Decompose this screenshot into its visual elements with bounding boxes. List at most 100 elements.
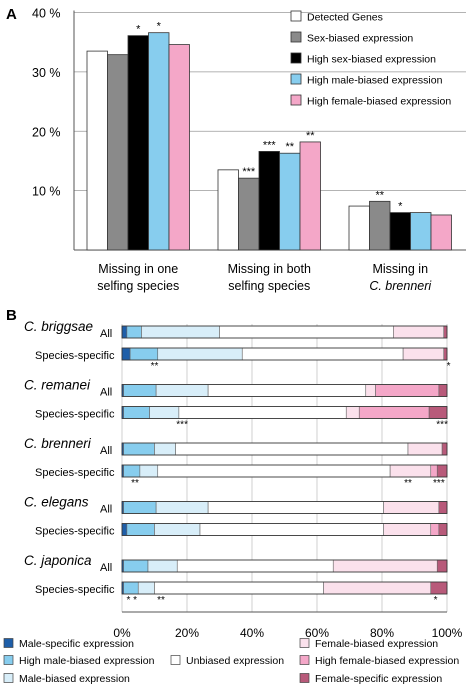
species-label: C. briggsae — [24, 319, 93, 334]
species-label: C. elegans — [24, 495, 89, 510]
bar-segment — [207, 501, 384, 514]
bar-segment — [430, 464, 438, 478]
bar — [430, 214, 452, 251]
panel-a-label: A — [6, 6, 17, 23]
significance-label: * — [398, 201, 403, 213]
legend-label: Unbiased expression — [186, 655, 284, 667]
legend-swatch — [290, 73, 302, 85]
legend-swatch — [3, 655, 14, 665]
category-label: selfing species — [97, 279, 179, 293]
bar-outline — [121, 384, 448, 397]
bar-segment — [383, 523, 432, 536]
bar-segment — [123, 501, 157, 514]
legend-label: High male-biased expression — [307, 75, 443, 87]
bar-segment — [402, 347, 445, 361]
y-tick-label: 10 % — [32, 185, 61, 199]
bar-outline — [121, 464, 448, 478]
bar-segment — [178, 406, 347, 419]
row-label: Species-specific — [35, 467, 115, 479]
species-label: C. japonica — [24, 553, 92, 568]
bar — [217, 169, 239, 251]
y-tick-label: 20 % — [32, 125, 61, 139]
bar-segment — [154, 581, 324, 595]
bar-segment — [241, 347, 404, 361]
legend-swatch — [290, 10, 302, 22]
bar-segment — [199, 523, 384, 536]
bar-segment — [332, 559, 438, 573]
bar-segment — [126, 325, 142, 339]
bar-segment — [121, 347, 131, 361]
significance-label: ** — [285, 141, 294, 153]
bar-segment — [155, 384, 209, 397]
bar-segment — [147, 559, 178, 573]
panel-b-label: B — [6, 307, 17, 324]
significance-label: * — [136, 24, 141, 36]
bar — [369, 200, 391, 251]
x-tick-label: 100% — [432, 626, 463, 640]
legend-label: High female-biased expression — [307, 96, 451, 108]
legend-label: Male-biased expression — [19, 673, 130, 685]
bar-segment — [428, 406, 448, 419]
bar-segment — [123, 464, 141, 478]
legend-swatch — [3, 673, 14, 683]
bar-segment — [139, 464, 159, 478]
row-label: All — [100, 504, 112, 516]
legend-label: Sex-biased expression — [307, 33, 413, 45]
bar-segment — [123, 581, 139, 595]
bar-segment — [407, 442, 443, 456]
bar-segment — [345, 406, 360, 419]
legend-swatch — [290, 31, 302, 43]
bar-segment — [375, 384, 440, 397]
row-label: Species-specific — [35, 584, 115, 596]
bar — [389, 212, 411, 251]
bar-segment — [123, 559, 149, 573]
bar-segment — [430, 523, 440, 536]
bar-segment — [126, 523, 155, 536]
bar-segment — [443, 347, 448, 361]
species-label: C. remanei — [24, 378, 91, 393]
bar — [148, 32, 170, 251]
bar — [107, 54, 129, 251]
legend-swatch — [170, 655, 181, 665]
bar-outline — [121, 442, 448, 456]
y-tick-label: 40 % — [32, 7, 61, 21]
legend-label: Male-specific expression — [19, 638, 134, 650]
significance-label: ** — [306, 130, 315, 142]
significance-label: ** — [404, 478, 412, 489]
bar — [279, 152, 301, 251]
bar-outline — [121, 523, 448, 536]
legend-swatch — [290, 52, 302, 64]
legend-swatch — [299, 655, 310, 665]
legend-label: High male-biased expression — [19, 655, 155, 667]
panel-b: B 0% 20% 40% 60% 80% 100% C. briggsae All Species… — [3, 307, 463, 685]
bar-segment — [157, 464, 391, 478]
bar-outline — [121, 325, 448, 339]
bar-outline — [121, 559, 448, 573]
x-tick-label: 40% — [240, 626, 264, 640]
bar-segment — [123, 442, 155, 456]
category-label: selfing species — [228, 279, 310, 293]
significance-label: *** — [263, 139, 277, 151]
bar-segment — [154, 442, 176, 456]
row-label: All — [100, 445, 112, 457]
bar-segment — [436, 559, 448, 573]
significance-label: *** — [176, 420, 188, 431]
legend-swatch — [299, 673, 310, 683]
bar-segment — [175, 442, 409, 456]
row-label: All — [100, 562, 112, 574]
panel-a: A 40 %30 %20 %10 %* ******* *******Missing … — [6, 6, 466, 293]
bar-segment — [154, 523, 201, 536]
bar-segment — [157, 347, 243, 361]
bar-segment — [123, 406, 150, 419]
bar-segment — [121, 523, 128, 536]
bar — [348, 205, 370, 251]
y-tick-label: 30 % — [32, 66, 61, 80]
bar-segment — [443, 325, 448, 339]
bar-segment — [323, 581, 432, 595]
category-label: Missing in one — [98, 262, 178, 276]
category-label: Missing in both — [228, 262, 311, 276]
significance-label: ** — [151, 361, 159, 372]
bar-segment — [438, 384, 448, 397]
legend-swatch — [3, 638, 14, 648]
significance-label: ** — [131, 478, 139, 489]
